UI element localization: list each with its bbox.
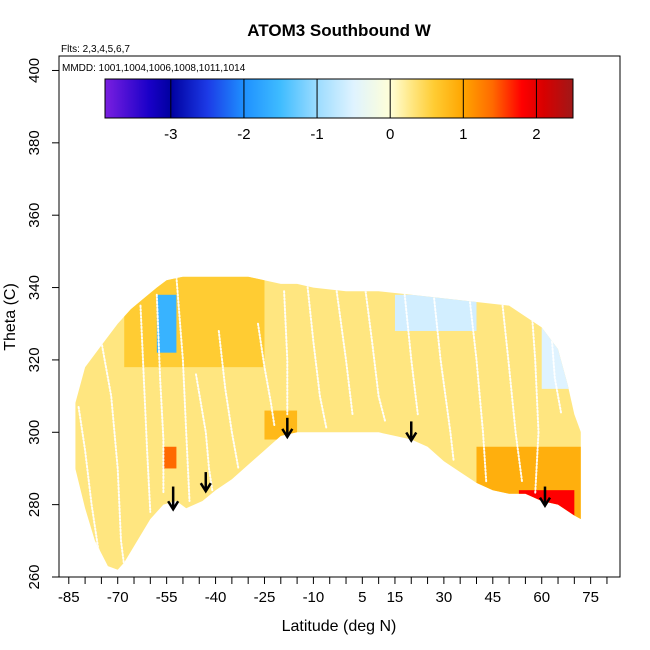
flight-path — [257, 322, 276, 426]
flight-path — [364, 290, 387, 423]
y-tick-label: 280 — [26, 492, 43, 517]
x-axis-label: Latitude (deg N) — [282, 618, 397, 635]
arrow-head — [538, 496, 552, 508]
x-tick-label: -70 — [107, 589, 129, 606]
colorbar: -3 -2 -1 0 1 2 — [104, 78, 574, 143]
x-tick-label: 60 — [533, 589, 550, 606]
flight-path — [305, 279, 328, 430]
arrow-marker — [538, 486, 552, 508]
flight-path — [469, 301, 488, 484]
x-tick-label: -25 — [254, 589, 276, 606]
x-tick-label: -85 — [58, 589, 80, 606]
flight-path — [335, 286, 354, 416]
w-field — [75, 276, 581, 570]
flight-path — [100, 340, 126, 568]
y-axis: 260 280 300 320 340 360 380 400 — [26, 58, 59, 590]
colorbar-tick-label: 0 — [386, 126, 394, 143]
x-tick-label: 45 — [484, 589, 501, 606]
dates-note: MMDD: 1001,1004,1006,1008,1011,1014 — [62, 63, 246, 74]
arrow-marker — [167, 486, 180, 512]
colorbar-tick-label: -1 — [310, 126, 323, 143]
flight-path — [283, 290, 289, 416]
arrow-head — [199, 482, 212, 494]
colorbar-tick-label: -2 — [237, 126, 250, 143]
colorbar-tick-label: -3 — [164, 126, 177, 143]
flight-path — [139, 304, 152, 513]
chart-title: ATOM3 Southbound W — [247, 21, 431, 40]
colorbar-tick-label: 2 — [532, 126, 540, 143]
plot-area — [75, 276, 581, 570]
arrow-marker — [281, 417, 294, 440]
flights-note: Flts: 2,3,4,5,6,7 — [61, 44, 130, 55]
colorbar-gradient — [104, 78, 574, 119]
y-axis-label: Theta (C) — [2, 283, 19, 351]
arrow-marker — [405, 421, 418, 443]
x-tick-label: -10 — [303, 589, 325, 606]
arrows — [167, 417, 552, 512]
flight-path — [217, 330, 240, 470]
y-tick-label: 380 — [26, 130, 43, 155]
x-tick-label: 5 — [358, 589, 366, 606]
flight-path — [501, 304, 524, 484]
w-region — [541, 323, 581, 389]
y-tick-label: 400 — [26, 58, 43, 83]
arrow-head — [405, 431, 418, 443]
y-tick-label: 360 — [26, 203, 43, 228]
flight-path — [433, 297, 455, 463]
x-tick-label: -55 — [156, 589, 178, 606]
arrow-head — [167, 500, 180, 512]
w-region — [124, 276, 265, 368]
y-tick-label: 320 — [26, 347, 43, 372]
flight-path — [550, 333, 563, 416]
colorbar-tick-label: 1 — [459, 126, 467, 143]
flight-path — [403, 293, 419, 416]
flight-path — [155, 293, 165, 495]
arrow-marker — [199, 472, 212, 494]
x-tick-label: -40 — [205, 589, 227, 606]
y-tick-label: 260 — [26, 564, 43, 589]
y-tick-label: 340 — [26, 275, 43, 300]
x-axis: -85 -70 -55 -40 -25 -10 5 15 30 45 60 75 — [58, 577, 608, 606]
flight-path — [195, 373, 214, 492]
flight-path — [530, 311, 540, 495]
y-tick-label: 300 — [26, 420, 43, 445]
x-tick-label: 75 — [582, 589, 599, 606]
x-tick-label: 15 — [387, 589, 404, 606]
w-region — [156, 294, 177, 353]
x-tick-label: 30 — [436, 589, 453, 606]
plot-frame — [58, 55, 621, 578]
w-region — [163, 446, 177, 469]
flight-paths — [77, 276, 563, 570]
arrow-head — [281, 428, 294, 440]
flight-path — [175, 276, 191, 502]
w-region — [264, 410, 298, 440]
